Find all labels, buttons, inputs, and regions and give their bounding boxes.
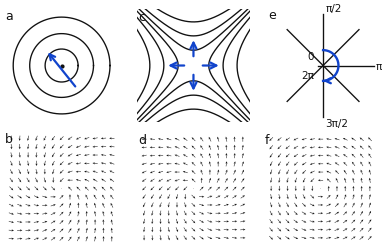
Text: π: π [375, 61, 382, 71]
Text: 0: 0 [307, 52, 314, 62]
Text: e: e [268, 9, 276, 22]
Text: 3π/2: 3π/2 [325, 118, 348, 128]
Text: f: f [265, 133, 270, 146]
Text: c: c [138, 11, 145, 24]
Text: π/2: π/2 [325, 4, 341, 14]
Text: 2π: 2π [301, 70, 314, 80]
Text: a: a [5, 10, 13, 23]
Text: d: d [138, 133, 146, 146]
Text: b: b [5, 132, 13, 145]
